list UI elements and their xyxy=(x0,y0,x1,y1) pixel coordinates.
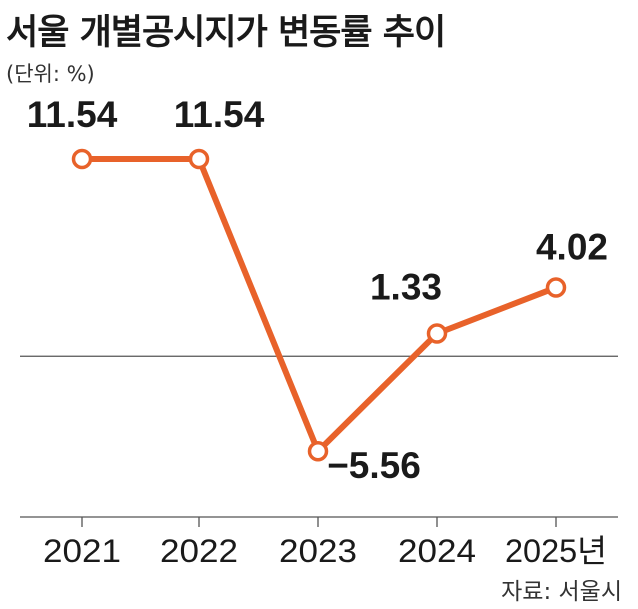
data-label: 11.54 xyxy=(174,94,265,135)
series-line xyxy=(79,156,559,455)
x-tick-label: 2022 xyxy=(160,533,238,569)
source-label: 자료: 서울시 xyxy=(501,579,622,605)
x-tick-label: 2024 xyxy=(398,533,476,569)
data-label: −5.56 xyxy=(327,445,421,486)
data-point xyxy=(188,148,210,170)
data-label: 4.02 xyxy=(536,227,608,268)
x-tick-label: 2025년 xyxy=(505,533,607,569)
chart-title: 서울 개별공시지가 변동률 추이 xyxy=(6,13,446,53)
data-point xyxy=(545,277,567,298)
data-point xyxy=(307,440,329,462)
x-tick-label: 2021 xyxy=(43,533,121,569)
data-label: 11.54 xyxy=(27,94,118,135)
x-tick-label: 2023 xyxy=(279,533,357,569)
data-point xyxy=(71,148,93,170)
data-label: 1.33 xyxy=(370,266,442,307)
unit-label: (단위: %) xyxy=(6,62,95,86)
data-point xyxy=(426,323,448,344)
